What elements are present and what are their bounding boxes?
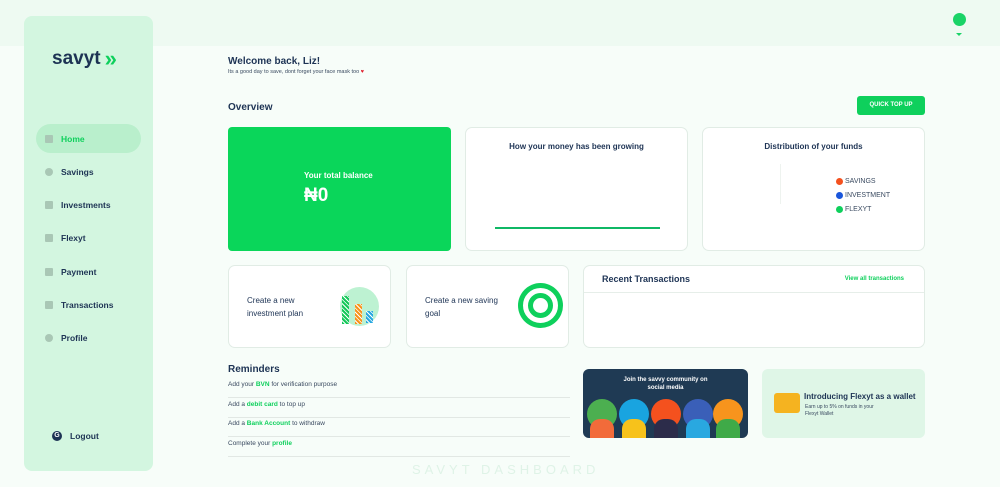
community-text: Join the savvy community on social media [623, 377, 708, 391]
sidebar-item-flexyt[interactable]: Flexyt [36, 224, 141, 253]
reminder-text: for verification purpose [269, 381, 338, 388]
reminder-link[interactable]: BVN [255, 381, 270, 388]
wallet-icon [774, 393, 800, 413]
sidebar-item-label: Home [61, 133, 85, 144]
wallet-icon [45, 234, 53, 243]
legend-label: FLEXYT [845, 205, 872, 213]
divider [584, 292, 924, 293]
recent-transactions-card: Recent Transactions View all transaction… [583, 265, 925, 348]
target-icon [45, 167, 53, 176]
reminder-text: to top up [277, 401, 305, 408]
reminder-link[interactable]: debit card [246, 401, 278, 408]
distribution-card: Distribution of your funds SAVINGS INVES… [702, 127, 925, 251]
logout-icon: G [52, 431, 62, 441]
person-body [622, 419, 646, 438]
growth-chart-card: How your money has been growing [465, 127, 688, 251]
sidebar-item-label: Profile [61, 333, 88, 344]
distribution-title: Distribution of your funds [764, 142, 863, 151]
logo-text: savyt [52, 48, 101, 69]
logo-chevron-icon: » [104, 46, 117, 71]
logout-label: Logout [70, 431, 99, 441]
welcome-subtitle: Its a good day to save, dont forget your… [228, 69, 364, 75]
user-avatar-icon[interactable] [953, 13, 966, 26]
person-body [716, 419, 740, 438]
grid-icon [45, 134, 53, 143]
watermark: SAVYT DASHBOARD [412, 462, 600, 477]
legend-item-investment: INVESTMENT [836, 188, 890, 202]
balance-label: Your total balance [304, 171, 373, 180]
sidebar: savyt» Home Savings Investments Flexyt P… [24, 16, 153, 471]
create-investment-card[interactable]: Create a new investment plan [228, 265, 391, 348]
user-icon [45, 334, 53, 343]
chevron-down-icon[interactable] [956, 33, 962, 36]
person-body [590, 419, 614, 438]
legend-item-flexyt: FLEXYT [836, 202, 890, 216]
sidebar-item-label: Transactions [61, 299, 114, 310]
top-bar [0, 0, 1000, 46]
reminders-heading: Reminders [228, 364, 280, 375]
total-balance-card: Your total balance ₦0 [228, 127, 451, 251]
heart-icon: ♥ [360, 69, 364, 75]
flexyt-promo-text: Earn up to 5% on funds in your Flexyt Wa… [805, 404, 874, 417]
community-banner[interactable]: Join the savvy community on social media [583, 369, 748, 438]
sidebar-item-profile[interactable]: Profile [36, 324, 141, 353]
chart-divider [780, 164, 781, 204]
logout-button[interactable]: G Logout [52, 431, 99, 441]
sidebar-item-label: Savings [61, 166, 94, 177]
reminder-profile[interactable]: Complete your profile [228, 437, 570, 457]
create-saving-label: Create a new saving goal [425, 296, 498, 318]
sidebar-item-payment[interactable]: Payment [36, 257, 141, 286]
reminder-debit-card[interactable]: Add a debit card to top up [228, 398, 570, 418]
reminder-text: Add your [228, 381, 256, 388]
create-saving-goal-card[interactable]: Create a new saving goal [406, 265, 569, 348]
legend-dot [836, 177, 843, 185]
sidebar-item-transactions[interactable]: Transactions [36, 290, 141, 319]
flexyt-promo-title: Introducing Flexyt as a wallet [804, 392, 916, 401]
distribution-legend: SAVINGS INVESTMENT FLEXYT [836, 174, 890, 216]
recent-transactions-title: Recent Transactions [602, 274, 691, 284]
sidebar-item-home[interactable]: Home [36, 124, 141, 153]
legend-label: INVESTMENT [845, 191, 891, 199]
sidebar-item-savings[interactable]: Savings [36, 157, 141, 186]
legend-dot [836, 205, 843, 213]
reminder-text: to withdraw [290, 420, 325, 427]
target-illustration-icon [519, 284, 562, 327]
legend-dot [836, 191, 843, 199]
sidebar-item-investments[interactable]: Investments [36, 191, 141, 220]
subtitle-text: Its a good day to save, dont forget your… [228, 69, 360, 75]
balance-value: ₦0 [304, 185, 329, 206]
sidebar-item-label: Investments [61, 200, 111, 211]
quick-top-up-button[interactable]: QUICK TOP UP [857, 96, 925, 115]
bank-icon [45, 267, 53, 276]
coins-icon [45, 201, 53, 210]
sidebar-nav: Home Savings Investments Flexyt Payment … [36, 124, 141, 357]
legend-label: SAVINGS [845, 177, 876, 185]
reminder-text: Add a [228, 420, 247, 427]
growth-chart-title: How your money has been growing [509, 142, 644, 151]
reminder-link[interactable]: Bank Account [246, 420, 291, 427]
person-body [654, 419, 678, 438]
person-body [686, 419, 710, 438]
welcome-heading: Welcome back, Liz! [228, 56, 321, 67]
reminder-bvn[interactable]: Add your BVN for verification purpose [228, 378, 570, 398]
legend-item-savings: SAVINGS [836, 174, 890, 188]
view-all-transactions-link[interactable]: View all transactions [844, 276, 904, 282]
bar-chart-illustration-icon [340, 287, 379, 326]
reminder-link[interactable]: profile [272, 440, 292, 447]
sidebar-item-label: Flexyt [61, 233, 86, 244]
create-investment-label: Create a new investment plan [247, 296, 304, 318]
reminder-text: Add a [228, 401, 247, 408]
receipt-icon [45, 300, 53, 309]
overview-heading: Overview [228, 102, 273, 113]
growth-chart-baseline [495, 227, 660, 229]
flexyt-promo-card[interactable]: Introducing Flexyt as a wallet Earn up t… [762, 369, 925, 438]
logo[interactable]: savyt» [52, 46, 117, 72]
reminder-bank-account[interactable]: Add a Bank Account to withdraw [228, 417, 570, 437]
sidebar-item-label: Payment [61, 266, 97, 277]
reminder-text: Complete your [228, 440, 273, 447]
